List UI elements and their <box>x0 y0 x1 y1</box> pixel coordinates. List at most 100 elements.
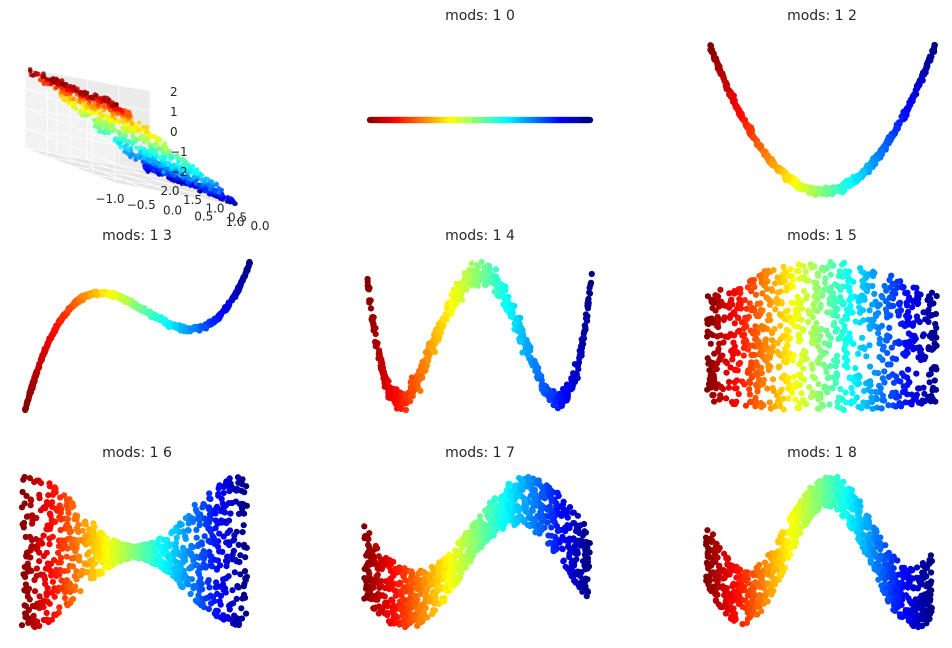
scatter3d-point <box>101 123 106 128</box>
scatter3d-point <box>126 125 131 130</box>
scatter-point <box>756 141 763 148</box>
scatter-point <box>850 376 857 383</box>
scatter3d-point <box>64 82 69 87</box>
scatter-point <box>785 385 792 392</box>
scatter-point <box>834 358 841 365</box>
scatter-point <box>852 318 859 325</box>
scatter-point <box>825 187 832 194</box>
scatter-point <box>844 357 851 364</box>
scatter-point <box>721 314 728 321</box>
scatter-point <box>758 403 765 411</box>
scatter3d-point <box>28 68 33 74</box>
scatter-point <box>926 379 933 386</box>
scatter-point <box>760 326 767 333</box>
scatter3d-point <box>137 120 142 126</box>
scatter3d-point <box>110 126 115 131</box>
scatter-point <box>587 279 595 286</box>
scatter-point <box>808 339 816 346</box>
scatter3d-point <box>231 200 237 205</box>
scatter-point <box>809 373 816 380</box>
scatter-point <box>733 398 740 405</box>
scatter-point <box>541 383 548 390</box>
scatter3d-point <box>207 186 213 192</box>
scatter-point <box>714 318 721 325</box>
scatter-point <box>707 330 714 337</box>
scatter-point <box>232 293 239 300</box>
scatter-point <box>859 277 866 285</box>
scatter-point <box>834 282 841 289</box>
grid-line <box>24 107 116 144</box>
scatter-point <box>364 282 371 289</box>
panel-1: mods: 1 0 <box>366 8 594 124</box>
scatter-point <box>243 266 250 273</box>
scatter-point <box>809 185 816 192</box>
scatter-point <box>761 280 769 287</box>
tick-label: 0 <box>170 125 178 139</box>
scatter-point <box>827 258 834 266</box>
scatter-point <box>713 57 720 64</box>
scatter-point <box>840 273 847 280</box>
scatter-point <box>737 289 744 297</box>
scatter-point <box>842 389 849 396</box>
scatter-point <box>584 303 591 310</box>
scatter-point <box>866 342 873 349</box>
scatter-point <box>496 293 503 300</box>
scatter-point <box>409 380 417 387</box>
panel-4: mods: 1 4 <box>364 228 595 414</box>
scatter-point <box>749 342 756 349</box>
scatter3d-point <box>144 124 150 130</box>
scatter-point <box>769 287 776 294</box>
scatter-point <box>490 280 497 287</box>
scatter-point <box>798 375 805 382</box>
scatter-point <box>59 314 66 321</box>
scatter-point <box>925 393 932 401</box>
panel-title: mods: 1 3 <box>102 228 172 244</box>
panel-2: mods: 1 2 <box>707 8 938 199</box>
scatter-point <box>729 356 736 363</box>
scatter3d-point <box>174 163 179 168</box>
scatter-point <box>422 349 429 356</box>
scatter-point <box>766 399 773 406</box>
scatter-point <box>907 99 914 106</box>
scatter-point <box>141 306 148 313</box>
scatter-point <box>762 273 769 280</box>
scatter-point <box>896 340 903 347</box>
scatter3d-point <box>141 139 147 144</box>
scatter-point <box>846 276 854 283</box>
scatter-point <box>824 309 831 316</box>
scatter-point <box>109 291 116 298</box>
scatter3d-point <box>158 154 163 160</box>
scatter-point <box>855 372 862 379</box>
scatter-point <box>750 330 757 337</box>
scatter-point <box>780 263 787 270</box>
scatter-point <box>474 263 481 270</box>
scatter3d-point <box>185 174 191 180</box>
scatter-point <box>855 350 862 357</box>
grid-line <box>47 156 173 181</box>
panel-3: mods: 1 3 <box>22 228 253 414</box>
scatter-point <box>220 490 227 497</box>
scatter-point <box>834 313 841 320</box>
scatter-point <box>884 361 891 368</box>
scatter-point <box>848 398 855 405</box>
scatter-point <box>885 402 892 409</box>
scatter-point <box>843 350 851 357</box>
scatter-point <box>814 307 821 315</box>
scatter-point <box>788 299 795 306</box>
scatter-point <box>211 317 218 324</box>
scatter-point <box>800 326 807 333</box>
scatter-point <box>782 308 789 315</box>
scatter-point <box>575 366 582 373</box>
scatter-point <box>906 379 913 386</box>
scatter-point <box>29 382 37 389</box>
tick-label: 1 <box>170 105 178 119</box>
scatter3d-point <box>142 149 148 154</box>
tick-label: 0.0 <box>163 204 182 218</box>
scatter-point <box>717 286 724 293</box>
scatter-point <box>840 300 848 307</box>
scatter-point <box>22 406 29 414</box>
scatter3d-point <box>135 153 141 158</box>
scatter-point <box>708 296 715 304</box>
scatter-point <box>869 301 876 308</box>
scatter-point <box>928 334 935 342</box>
